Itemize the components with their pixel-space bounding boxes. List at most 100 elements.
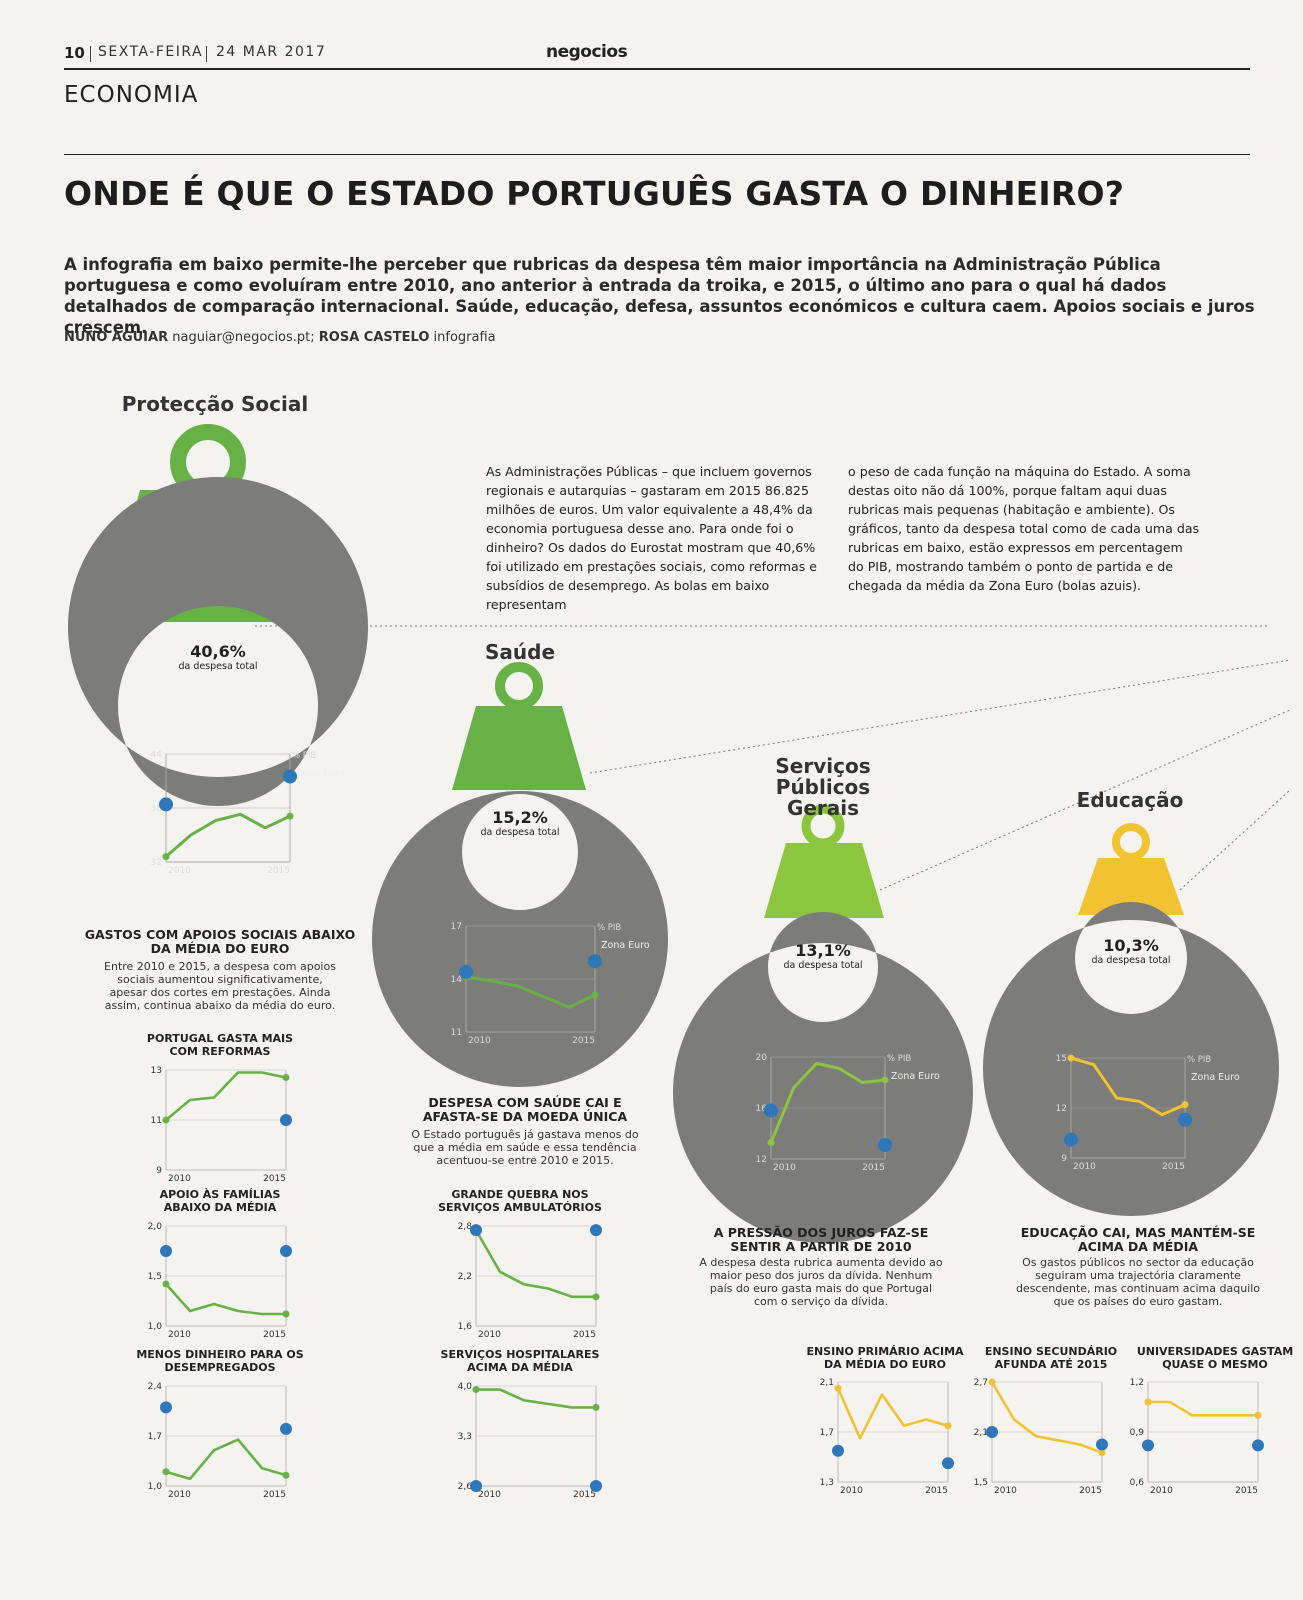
x-tick-label: 2015: [263, 1174, 286, 1184]
series-line: [1148, 1400, 1258, 1417]
y-tick-label: 15: [1056, 1054, 1067, 1064]
y-tick-label: 9: [1061, 1154, 1067, 1164]
subchart-hospitalares: 4,0 3,3 2,6 2010 2015: [458, 1382, 602, 1500]
y-tick-label: 1,3: [820, 1478, 834, 1488]
series-line: [990, 1381, 1103, 1455]
divider: [206, 46, 207, 62]
y-tick-label: 2,0: [148, 1222, 163, 1232]
series-start-point: [1067, 1054, 1075, 1062]
y-tick-label: 1,7: [148, 1432, 162, 1442]
series-start-point: [162, 1280, 170, 1288]
y-tick-label: 11: [451, 1028, 462, 1038]
y-tick-label: 14: [451, 975, 463, 985]
x-tick-label: 2010: [1073, 1162, 1096, 1172]
series-line: [165, 812, 291, 858]
y-tick-label: 4,0: [458, 1382, 473, 1392]
divider: [64, 154, 1250, 155]
category-saude-name: Saúde: [484, 640, 556, 664]
share-saude: 15,2% da despesa total: [460, 808, 580, 838]
y-tick-label: 1,2: [1130, 1378, 1144, 1388]
y-tick-label: 44: [151, 750, 163, 760]
subchart-ambulatorios-title: GRANDE QUEBRA NOS SERVIÇOS AMBULATÓRIOS: [438, 1188, 602, 1214]
share-value: 15,2%: [492, 808, 548, 827]
euro-start-point: [1142, 1439, 1154, 1452]
series-end-point: [1181, 1101, 1189, 1109]
divider: [90, 46, 91, 62]
share-value: 40,6%: [190, 642, 246, 661]
series-end-point: [592, 1403, 600, 1411]
byline: NUNO AGUIAR naguiar@negocios.pt; ROSA CA…: [64, 330, 496, 345]
caption-servicos-title: A PRESSÃO DOS JUROS FAZ-SE SENTIR A PART…: [713, 1225, 929, 1254]
series-line: [836, 1387, 949, 1440]
section-title: ECONOMIA: [64, 82, 199, 108]
series-line: [165, 1283, 286, 1316]
share-value: 10,3%: [1103, 936, 1159, 955]
y-tick-label: 0,9: [1130, 1428, 1145, 1438]
euro-start-point: [986, 1426, 998, 1438]
share-value: 13,1%: [795, 941, 851, 960]
euro-start-point: [160, 1245, 172, 1257]
zona-euro-label: Zona Euro: [601, 940, 650, 951]
x-tick-label: 2010: [478, 1490, 501, 1500]
y-tick-label: 2,8: [458, 1222, 473, 1232]
euro-end-point: [280, 1245, 292, 1257]
ring-proteccao: [68, 477, 368, 807]
chart-saude: 17 14 11 2010 2015 % PIB Zona Euro: [451, 922, 650, 1046]
y-tick-label: 16: [756, 1104, 768, 1114]
euro-start-point: [459, 964, 473, 979]
share-proteccao: 40,6% da despesa total: [158, 642, 278, 672]
y-tick-label: 1,7: [820, 1428, 834, 1438]
caption-proteccao-text: Entre 2010 e 2015, a despesa com apoios …: [104, 960, 336, 1012]
euro-end-point: [280, 1114, 292, 1126]
x-tick-label: 2015: [263, 1330, 286, 1340]
x-tick-label: 2010: [168, 1330, 191, 1340]
x-tick-label: 2010: [994, 1486, 1017, 1496]
x-tick-label: 2015: [925, 1486, 948, 1496]
zona-euro-label: Zona Euro: [891, 1071, 940, 1082]
y-tick-label: 20: [756, 1053, 768, 1063]
weekday: SEXTA-FEIRA: [98, 44, 204, 60]
subchart-secundario-title: ENSINO SECUNDÁRIO AFUNDA ATÉ 2015: [984, 1345, 1118, 1371]
x-tick-label: 2010: [1150, 1486, 1173, 1496]
y-tick-label: 9: [156, 1166, 162, 1176]
subchart-hospitalares-title: SERVIÇOS HOSPITALARES ACIMA DA MÉDIA: [440, 1348, 600, 1374]
y-tick-label: 2,1: [820, 1378, 834, 1388]
intro-column-2: o peso de cada função na máquina do Esta…: [848, 464, 1200, 593]
caption-educacao-text: Os gastos públicos no sector da educação…: [1015, 1256, 1261, 1308]
chart-proteccao: 44 38 32 2010 2015 % PIB Zona Euro: [151, 750, 345, 876]
series-start-point: [1144, 1398, 1152, 1406]
subchart-universidades-title: UNIVERSIDADES GASTAM QUASE O MESMO: [1136, 1345, 1294, 1371]
subchart-familias-title: APOIO ÀS FAMÍLIAS ABAIXO DA MÉDIA: [159, 1188, 281, 1214]
subchart-familias: 2,0 1,5 1,0 2010 2015: [148, 1222, 292, 1340]
chart-educacao: 15 12 9 2010 2015 % PIB Zona Euro: [1056, 1054, 1240, 1172]
x-tick-label: 2015: [573, 1490, 596, 1500]
caption-educacao-title: EDUCAÇÃO CAI, MAS MANTÉM-SE ACIMA DA MÉD…: [1020, 1225, 1256, 1254]
x-tick-label: 2015: [263, 1490, 286, 1500]
category-servicos-name: Serviços Públicos Gerais: [775, 754, 871, 820]
zona-euro-label: Zona Euro: [296, 768, 345, 779]
subchart-reformas-title: PORTUGAL GASTA MAIS COM REFORMAS: [146, 1032, 294, 1058]
subchart-desemprego: 2,4 1,7 1,0 2010 2015: [148, 1382, 292, 1500]
euro-end-point: [942, 1457, 954, 1470]
x-tick-label: 2010: [168, 1174, 191, 1184]
series-line: [465, 975, 596, 1009]
series-end-point: [286, 812, 294, 820]
series-end-point: [944, 1422, 952, 1430]
category-proteccao-name: Protecção Social: [121, 392, 309, 416]
ring-servicos: [673, 911, 973, 1243]
caption-saude-title: DESPESA COM SAÚDE CAI E AFASTA-SE DA MOE…: [422, 1095, 628, 1124]
series-line: [165, 1438, 287, 1481]
x-tick-label: 2015: [267, 866, 290, 876]
caption-saude-text: O Estado português já gastava menos do q…: [411, 1128, 639, 1167]
x-tick-label: 2015: [1079, 1486, 1102, 1496]
x-tick-label: 2010: [840, 1486, 863, 1496]
series-start-point: [988, 1378, 996, 1386]
share-servicos: 13,1% da despesa total: [763, 941, 883, 971]
y-tick-label: 1,6: [458, 1322, 473, 1332]
ring-saude: [372, 791, 668, 1087]
share-label: da despesa total: [480, 827, 560, 838]
series-end-point: [282, 1471, 290, 1479]
x-tick-label: 2010: [168, 866, 191, 876]
unit-label: % PIB: [1187, 1055, 1211, 1065]
author-name: NUNO AGUIAR: [64, 330, 169, 345]
